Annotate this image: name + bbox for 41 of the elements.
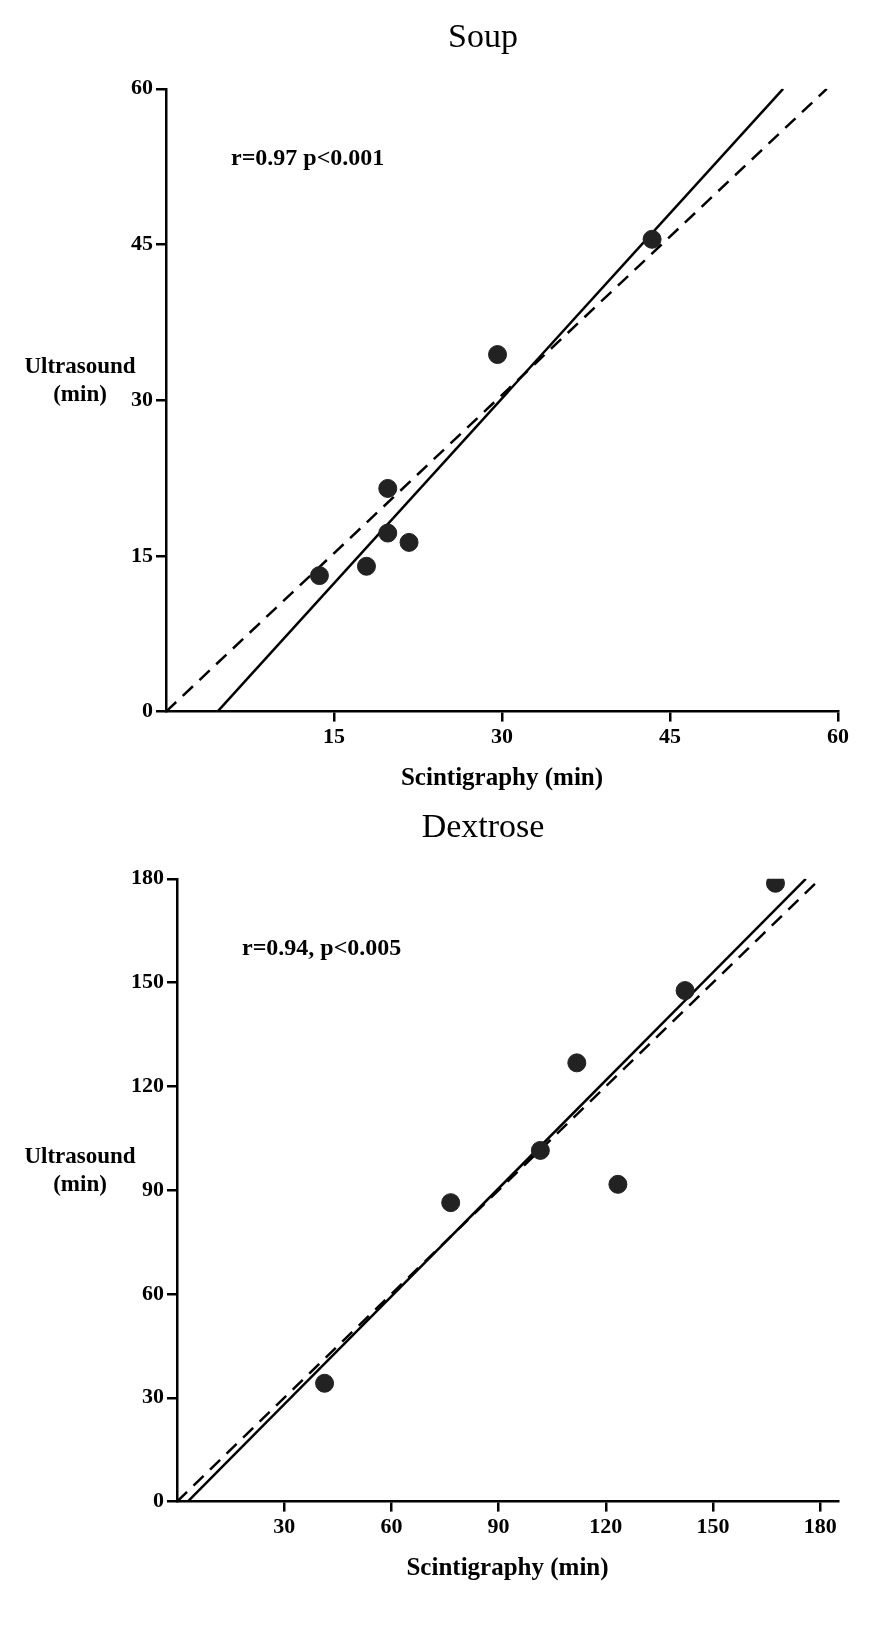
chart-title: Dextrose (421, 807, 545, 845)
y-tick-label: 60 (142, 1279, 164, 1305)
chart-title: Soup (448, 17, 518, 55)
point (441, 1193, 461, 1213)
x-tick-label: 150 (696, 1513, 730, 1539)
point (608, 1174, 628, 1194)
x-tick-label: 120 (589, 1513, 623, 1539)
y-axis-title: Ultrasound (min) (24, 1143, 136, 1197)
point (675, 981, 695, 1001)
y-tick-label: 180 (131, 864, 164, 890)
point (530, 1140, 550, 1160)
x-tick-label: 45 (659, 723, 681, 749)
x-tick-label: 30 (491, 723, 513, 749)
point (315, 1373, 335, 1393)
annotation: r=0.97 p<0.001 (231, 144, 385, 170)
point (567, 1053, 587, 1073)
x-axis-title: Scintigraphy (min) (400, 763, 604, 792)
y-tick-label: 60 (131, 74, 153, 100)
x-tick-label: 60 (380, 1513, 403, 1539)
y-tick-label: 30 (142, 1383, 164, 1409)
annotation: r=0.94, p<0.005 (242, 934, 402, 960)
y-tick-label: 0 (142, 697, 153, 723)
point (309, 566, 329, 586)
point (378, 523, 398, 543)
point (642, 229, 662, 249)
x-tick-label: 90 (487, 1513, 510, 1539)
y-tick-label: 90 (142, 1175, 164, 1201)
y-tick-label: 0 (153, 1487, 164, 1513)
y-tick-label: 45 (131, 230, 153, 256)
x-tick-label: 60 (827, 723, 849, 749)
x-tick-label: 15 (323, 723, 345, 749)
point (356, 556, 376, 576)
y-tick-label: 150 (131, 968, 164, 994)
x-tick-label: 30 (273, 1513, 296, 1539)
x-tick-label: 180 (803, 1513, 837, 1539)
point (378, 478, 398, 498)
y-tick-label: 15 (131, 541, 153, 567)
y-tick-label: 120 (131, 1072, 164, 1098)
point (399, 532, 419, 552)
x-axis-title: Scintigraphy (min) (406, 1553, 609, 1582)
point (488, 345, 508, 365)
